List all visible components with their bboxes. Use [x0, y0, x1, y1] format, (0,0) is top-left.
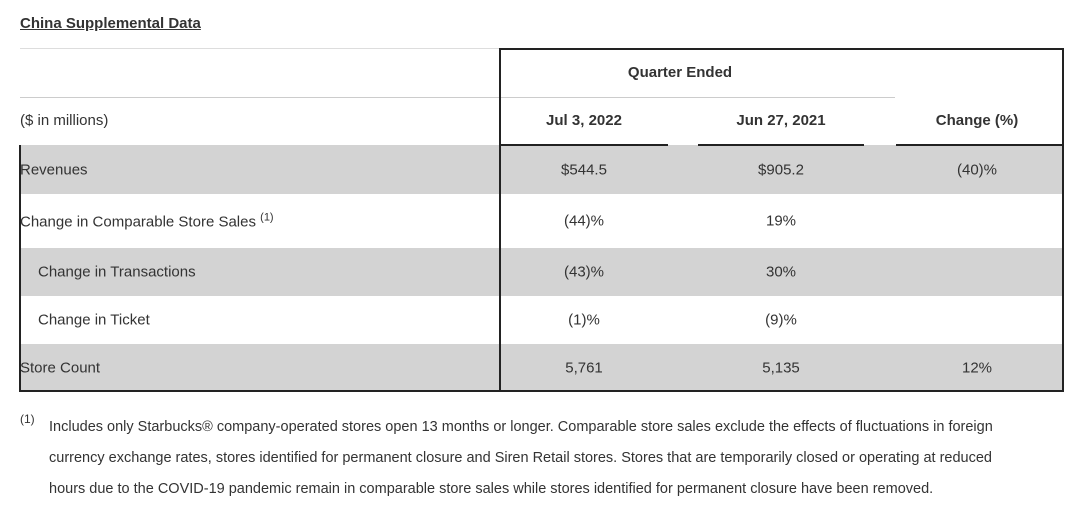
border — [19, 390, 1064, 392]
table-row: Revenues $544.5 $905.2 (40)% — [20, 145, 1063, 194]
footnote-marker: (1) — [20, 412, 35, 426]
row-label: Change in Comparable Store Sales (1) — [20, 211, 274, 231]
table-row: Change in Transactions (43)% 30% — [20, 248, 1063, 296]
divider — [20, 97, 895, 98]
cell: (9)% — [765, 311, 797, 329]
footnote-ref: (1) — [260, 211, 274, 224]
border — [19, 145, 21, 392]
cell: 12% — [961, 359, 993, 376]
row-label: Revenues — [20, 161, 88, 178]
cell: $905.2 — [758, 161, 804, 178]
header-units: ($ in millions) — [20, 112, 109, 129]
header-col3: Change (%) — [935, 112, 1019, 129]
header-quarter-ended: Quarter Ended — [627, 64, 733, 81]
border — [500, 48, 1063, 50]
table-row: Change in Ticket (1)% (9)% — [20, 296, 1063, 344]
footnote: Includes only Starbucks® company-operate… — [49, 412, 993, 505]
footnote-line: Includes only Starbucks® company-operate… — [49, 419, 993, 435]
table-row: Change in Comparable Store Sales (1) (44… — [20, 194, 1063, 248]
header-col2: Jun 27, 2021 — [736, 112, 826, 129]
cell: 5,135 — [762, 359, 800, 376]
header-col1: Jul 3, 2022 — [546, 112, 622, 129]
cell: 30% — [765, 263, 797, 281]
cell: $544.5 — [561, 161, 607, 178]
cell: (40)% — [956, 161, 998, 178]
divider — [20, 48, 500, 49]
footnote-line: hours due to the COVID-19 pandemic remai… — [49, 481, 934, 497]
cell: 5,761 — [565, 359, 603, 376]
cell: (44)% — [563, 212, 605, 230]
section-title: China Supplemental Data — [20, 15, 201, 32]
cell: (1)% — [568, 311, 600, 329]
row-label: Store Count — [20, 359, 101, 376]
table-row: Store Count 5,761 5,135 12% — [20, 344, 1063, 391]
border — [500, 144, 668, 146]
row-label: Change in Ticket — [38, 311, 150, 329]
row-label: Change in Transactions — [38, 263, 196, 281]
border — [896, 144, 1063, 146]
border — [499, 48, 501, 392]
border — [698, 144, 864, 146]
footnote-line: currency exchange rates, stores identifi… — [49, 450, 992, 466]
cell: 19% — [765, 212, 797, 230]
border — [1062, 48, 1064, 392]
cell: (43)% — [563, 263, 605, 281]
